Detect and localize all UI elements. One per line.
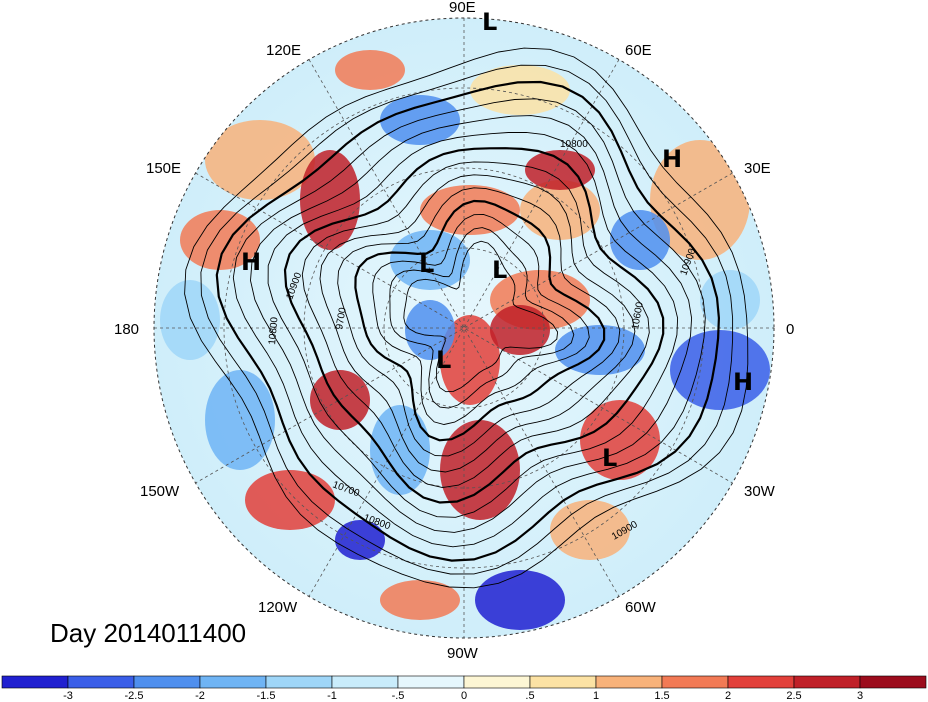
anomaly-blob bbox=[555, 325, 645, 375]
contour-label: 10800 bbox=[267, 316, 280, 345]
height-contour bbox=[319, 174, 636, 473]
anomaly-blob bbox=[420, 185, 520, 235]
colorbar-swatch bbox=[793, 675, 861, 689]
height-contour bbox=[184, 47, 749, 589]
colorbar-tick-label: 1 bbox=[593, 690, 599, 702]
anomaly-blob bbox=[205, 370, 275, 470]
contour-label: 10600 bbox=[630, 301, 646, 331]
latitude-circle bbox=[383, 247, 545, 409]
anomaly-blob bbox=[245, 470, 335, 530]
pressure-marker-high: H bbox=[241, 248, 261, 276]
anomaly-blob bbox=[700, 270, 760, 330]
colorbar-tick-label: -.5 bbox=[392, 690, 405, 702]
lon-label-60e: 60E bbox=[625, 42, 652, 59]
colorbar-swatch bbox=[727, 675, 795, 689]
colorbar-tick-label: -1 bbox=[327, 690, 337, 702]
colorbar-tick-label: -2 bbox=[195, 690, 205, 702]
lon-label-30w: 30W bbox=[744, 483, 776, 500]
colorbar-swatch bbox=[331, 675, 399, 689]
anomaly-blob bbox=[490, 305, 550, 355]
lon-label-90w: 90W bbox=[447, 645, 479, 662]
meridian-line bbox=[308, 59, 620, 597]
pressure-marker-low: L bbox=[436, 346, 451, 374]
colorbar-tick-label: 0 bbox=[461, 690, 467, 702]
colorbar-swatch bbox=[529, 675, 597, 689]
height-contour bbox=[354, 199, 606, 442]
anomaly-blob bbox=[335, 50, 405, 90]
height-contour bbox=[232, 98, 706, 548]
colorbar: -3 -2.5 -2 -1.5 -1 -.5 0 .5 1 1.5 2 2.5 3 bbox=[1, 675, 927, 702]
anomaly-field bbox=[154, 18, 774, 638]
lon-label-30e: 30E bbox=[744, 160, 771, 177]
anomaly-blob bbox=[440, 420, 520, 520]
colorbar-swatch bbox=[67, 675, 135, 689]
pressure-marker-low: L bbox=[419, 250, 434, 278]
height-contour bbox=[372, 213, 590, 425]
colorbar-tick-label: -1.5 bbox=[257, 690, 276, 702]
colorbar-tick-label: 3 bbox=[857, 690, 863, 702]
height-contour bbox=[267, 131, 679, 518]
colorbar-swatch bbox=[463, 675, 531, 689]
pressure-marker-low: L bbox=[602, 444, 617, 472]
lon-label-60w: 60W bbox=[625, 599, 657, 616]
anomaly-blob bbox=[405, 300, 455, 360]
anomaly-blob bbox=[310, 370, 370, 430]
anomaly-blob bbox=[370, 405, 430, 495]
colorbar-tick-label: 1.5 bbox=[654, 690, 669, 702]
colorbar-tick-label: -2.5 bbox=[125, 690, 144, 702]
colorbar-swatch bbox=[133, 675, 201, 689]
colorbar-swatch bbox=[661, 675, 729, 689]
anomaly-blob bbox=[300, 150, 360, 250]
height-contour bbox=[403, 240, 559, 393]
height-contour bbox=[250, 115, 693, 533]
colorbar-tick-label: .5 bbox=[525, 690, 534, 702]
colorbar-swatch bbox=[265, 675, 333, 689]
height-contour bbox=[301, 161, 650, 489]
height-contour bbox=[337, 187, 621, 457]
anomaly-blob bbox=[440, 315, 500, 405]
meridian-line bbox=[308, 59, 620, 597]
height-contour bbox=[389, 227, 575, 409]
lon-label-120w: 120W bbox=[258, 599, 298, 616]
contour-label: 9700 bbox=[334, 306, 349, 330]
height-contour bbox=[283, 147, 665, 504]
anomaly-blob bbox=[160, 280, 220, 360]
meridian-line bbox=[195, 172, 733, 484]
height-contour bbox=[200, 64, 734, 575]
anomaly-blob bbox=[550, 500, 630, 560]
map-boundary bbox=[153, 17, 775, 639]
anomaly-blob bbox=[520, 180, 600, 240]
lon-label-180: 180 bbox=[114, 321, 139, 338]
lon-label-0: 0 bbox=[786, 321, 794, 338]
lon-label-120e: 120E bbox=[266, 42, 301, 59]
colorbar-swatch bbox=[397, 675, 465, 689]
colorbar-tick-label: 2 bbox=[725, 690, 731, 702]
colorbar-tick-label: 2.5 bbox=[786, 690, 801, 702]
latitude-circle bbox=[223, 87, 705, 569]
pressure-marker-low: L bbox=[482, 8, 497, 36]
lon-label-90e: 90E bbox=[449, 0, 476, 16]
height-contour bbox=[215, 80, 721, 562]
colorbar-swatch bbox=[595, 675, 663, 689]
lon-label-150e: 150E bbox=[146, 160, 181, 177]
date-label: Day 2014011400 bbox=[50, 618, 247, 648]
pressure-marker-low: L bbox=[492, 256, 507, 284]
anomaly-blob bbox=[380, 580, 460, 620]
anomaly-blob bbox=[525, 150, 595, 190]
colorbar-tick-label: -3 bbox=[63, 690, 73, 702]
colorbar-swatch bbox=[199, 675, 267, 689]
anomaly-blob bbox=[180, 210, 260, 270]
pressure-marker-high: H bbox=[733, 368, 753, 396]
anomaly-blob bbox=[670, 330, 770, 410]
contour-label: 10800 bbox=[560, 139, 588, 150]
lon-label-150w: 150W bbox=[140, 483, 180, 500]
anomaly-blob bbox=[475, 570, 565, 630]
colorbar-swatch bbox=[1, 675, 69, 689]
latitude-circle bbox=[303, 167, 625, 489]
colorbar-swatch bbox=[859, 675, 927, 689]
pressure-marker-high: H bbox=[662, 145, 682, 173]
anomaly-blob bbox=[205, 120, 315, 200]
anomaly-blob bbox=[580, 400, 660, 480]
